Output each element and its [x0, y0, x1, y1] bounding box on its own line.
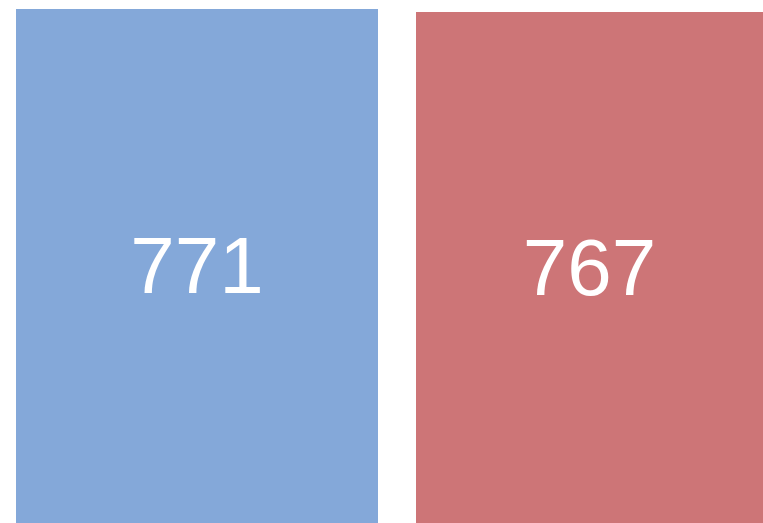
score: 771	[130, 221, 264, 310]
score: 767	[522, 222, 657, 312]
score-card[interactable]: 767	[416, 12, 763, 523]
score-card[interactable]: 771	[16, 9, 378, 523]
